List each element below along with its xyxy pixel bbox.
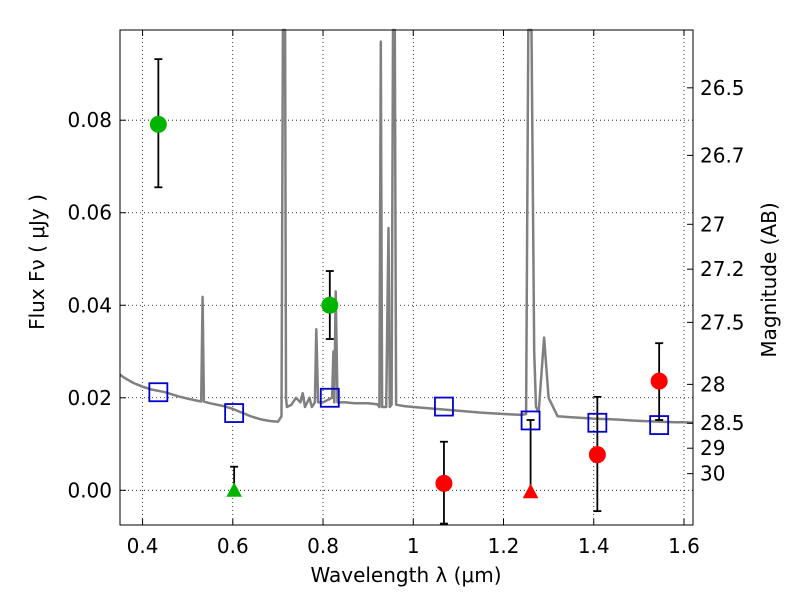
red-triangle-marker (522, 483, 539, 499)
model-square-marker (520, 410, 541, 431)
right-tick-label: 28.5 (700, 411, 745, 435)
model-square-marker (434, 396, 454, 417)
grid-lines (120, 30, 693, 525)
model-square-marker (319, 387, 340, 408)
green-circle-marker (321, 296, 339, 314)
y-tick-label: 0.00 (67, 478, 112, 502)
right-tick-label: 27 (700, 212, 725, 236)
data-markers (148, 115, 670, 499)
x-axis-label: Wavelength λ (μm) (310, 563, 501, 587)
model-square-marker (148, 382, 169, 403)
spectrum-line (119, 28, 694, 425)
right-tick-label: 28 (700, 372, 725, 396)
right-tick-label: 26.5 (700, 76, 745, 100)
y-tick-label: 0.06 (67, 201, 112, 225)
x-tick-label: 0.4 (127, 534, 159, 558)
axis-ticks: 0.4 0.6 0.8 1 1.2 1.4 1.6 0.00 0.02 0.04 0.06 0.08 2… (67, 30, 745, 558)
x-tick-label: 1 (407, 534, 420, 558)
green-triangle-marker (226, 482, 242, 497)
x-tick-label: 0.6 (217, 534, 249, 558)
right-tick-label: 27.5 (700, 310, 745, 334)
x-tick-label: 1.6 (668, 534, 700, 558)
y-axis-label-right: Magnitude (AB) (757, 202, 781, 357)
red-circle-marker (650, 372, 668, 390)
y-tick-label: 0.08 (67, 108, 112, 132)
model-spectrum (119, 28, 694, 425)
right-tick-label: 26.7 (700, 143, 745, 167)
plot-frame (119, 29, 694, 526)
x-tick-label: 0.8 (307, 534, 339, 558)
x-tick-label: 1.4 (578, 534, 610, 558)
model-square-marker (649, 415, 670, 435)
right-tick-label: 30 (700, 462, 725, 486)
x-tick-label: 1.2 (488, 534, 520, 558)
y-axis-label-left: Flux Fν ( μJy ) (25, 194, 49, 330)
y-tick-label: 0.02 (67, 386, 112, 410)
red-circle-marker (435, 474, 453, 492)
model-square-marker (587, 412, 608, 433)
right-tick-label: 27.2 (700, 257, 745, 281)
red-circle-marker (588, 446, 606, 464)
error-bars (154, 58, 664, 525)
model-square-marker (224, 403, 245, 423)
green-circle-marker (149, 115, 167, 133)
right-tick-label: 29 (700, 436, 725, 460)
y-tick-label: 0.04 (67, 293, 112, 317)
